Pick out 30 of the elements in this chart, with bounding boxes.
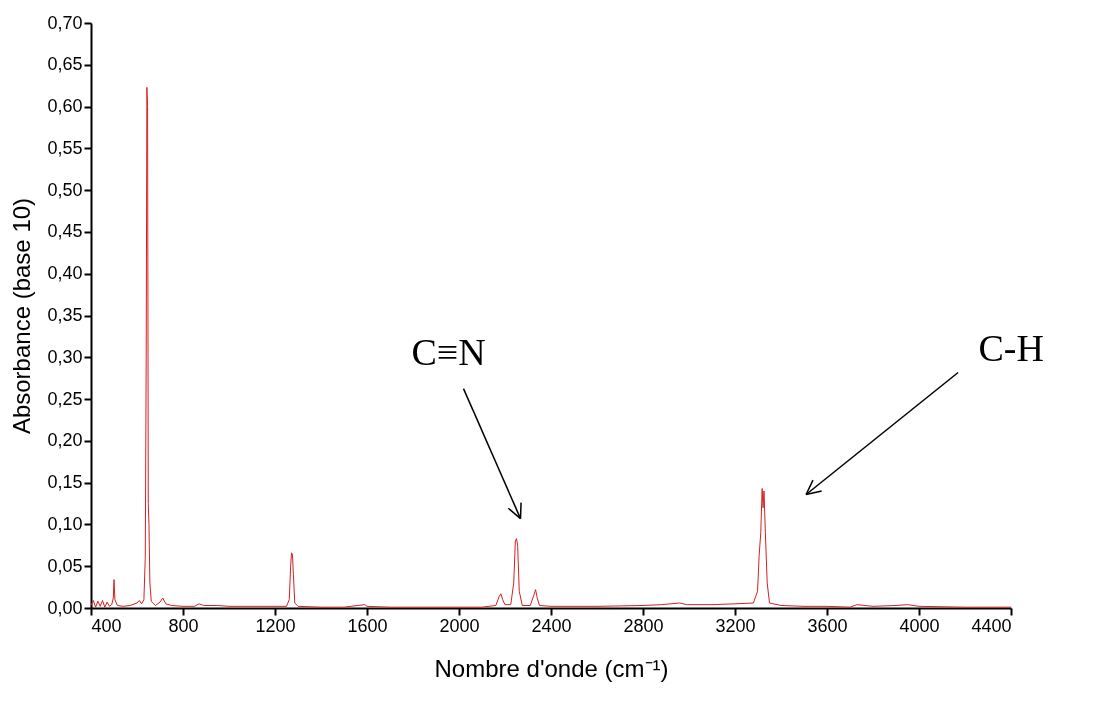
x-tick-label: 2400: [531, 615, 572, 636]
x-tick-label: 2000: [439, 615, 480, 636]
y-tick-label: 0,65: [47, 54, 83, 75]
y-tick-label: 0,25: [47, 388, 83, 409]
y-tick-label: 0,30: [47, 346, 83, 367]
x-tick-label: 800: [168, 615, 199, 636]
x-tick-label: 4000: [899, 615, 940, 636]
y-tick-label: 0,55: [47, 137, 83, 158]
y-tick-label: 0,35: [47, 305, 83, 325]
y-axis-title: Absorbance (base 10): [8, 197, 36, 435]
y-tick-label: 0,45: [47, 221, 83, 242]
x-tick-label: 2800: [623, 615, 664, 636]
y-tick-label: 0,40: [47, 263, 83, 284]
x-tick-label: 4400: [971, 615, 1012, 636]
x-tick-label: 3600: [807, 615, 848, 636]
y-tick-label: 0,15: [47, 472, 83, 493]
annotation: C-H: [978, 326, 1044, 369]
y-tick-label: 0,00: [47, 597, 83, 618]
x-tick-label: 3200: [715, 615, 756, 636]
x-axis-title: Nombre d'onde (cm⁻¹): [434, 654, 669, 682]
y-tick-label: 0,50: [47, 179, 83, 200]
y-tick-label: 0,05: [47, 555, 83, 576]
y-tick-label: 0,60: [47, 96, 83, 117]
annotation: C≡N: [411, 330, 486, 373]
y-tick-label: 0,70: [47, 12, 83, 33]
x-tick-label: 1600: [347, 615, 388, 636]
x-tick-label: 1200: [255, 615, 296, 636]
y-tick-label: 0,20: [47, 430, 83, 451]
y-tick-label: 0,10: [47, 513, 83, 534]
x-tick-label: 400: [91, 615, 122, 636]
